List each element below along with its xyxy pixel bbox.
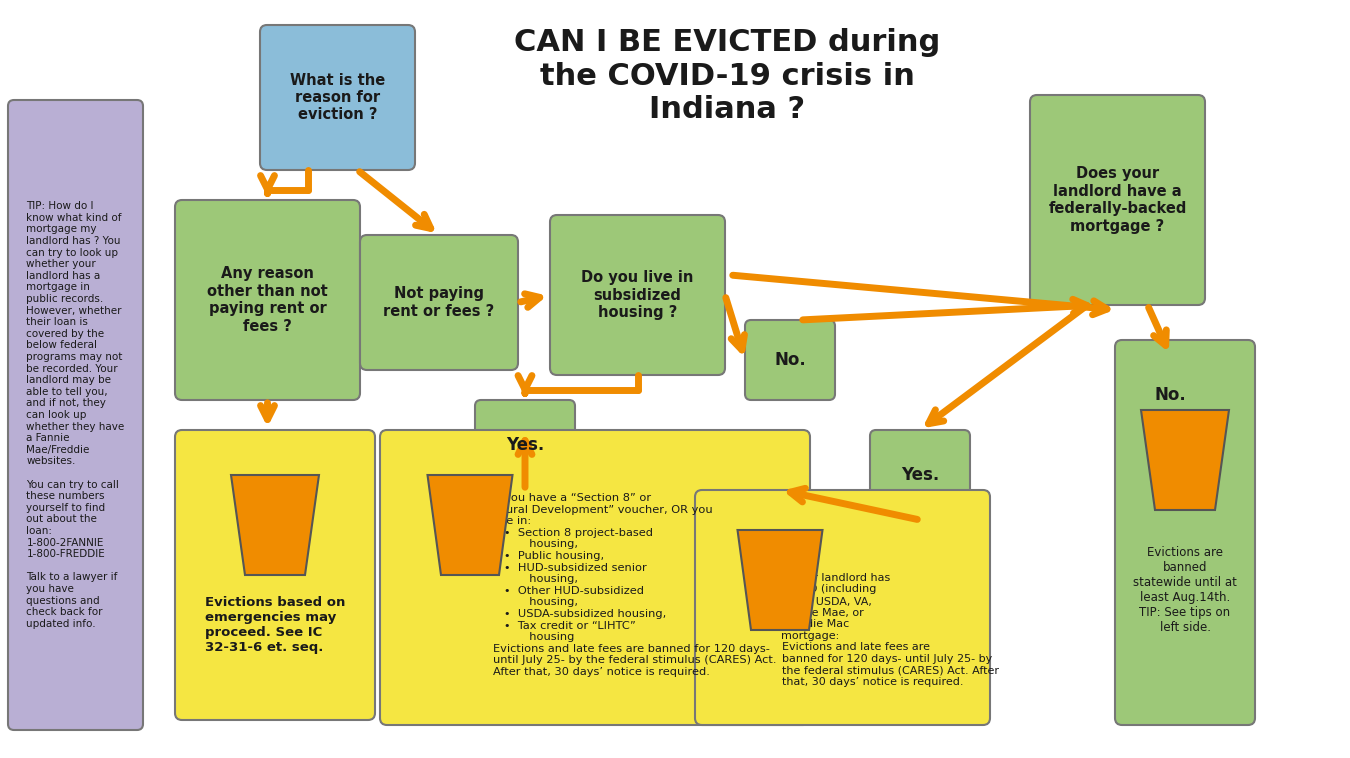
FancyBboxPatch shape — [1030, 95, 1206, 305]
FancyBboxPatch shape — [360, 235, 518, 370]
Text: No.: No. — [455, 518, 485, 533]
FancyBboxPatch shape — [176, 200, 360, 400]
FancyBboxPatch shape — [745, 320, 836, 400]
Polygon shape — [1141, 410, 1228, 510]
FancyBboxPatch shape — [176, 430, 375, 720]
Text: No.: No. — [764, 572, 795, 587]
Text: Yes.: Yes. — [900, 466, 940, 484]
Polygon shape — [737, 530, 822, 630]
Polygon shape — [231, 475, 319, 575]
FancyBboxPatch shape — [475, 400, 575, 490]
FancyBboxPatch shape — [869, 430, 971, 520]
Text: CAN I BE EVICTED during
the COVID-19 crisis in
Indiana ?: CAN I BE EVICTED during the COVID-19 cri… — [514, 28, 940, 124]
FancyBboxPatch shape — [695, 490, 990, 725]
FancyBboxPatch shape — [1125, 355, 1215, 435]
FancyBboxPatch shape — [379, 430, 810, 725]
Text: Evictions based on
emergencies may
proceed. See IC
32-31-6 et. seq.: Evictions based on emergencies may proce… — [205, 596, 346, 654]
Text: Any reason
other than not
paying rent or
fees ?: Any reason other than not paying rent or… — [207, 266, 328, 334]
Text: If you have a “Section 8” or
“Rural Development” voucher, OR you
live in:
   •  : If you have a “Section 8” or “Rural Deve… — [493, 493, 776, 677]
Text: No.: No. — [1154, 386, 1185, 404]
Text: No.: No. — [1169, 453, 1200, 468]
Text: If your landlord has
a HUD (including
FHA), USDA, VA,
Fannie Mae, or
Freddie Mac: If your landlord has a HUD (including FH… — [782, 573, 999, 688]
Text: TIP: How do I
know what kind of
mortgage my
landlord has ? You
can try to look u: TIP: How do I know what kind of mortgage… — [27, 201, 124, 629]
Text: Does your
landlord have a
federally-backed
mortgage ?: Does your landlord have a federally-back… — [1049, 167, 1187, 233]
Text: Do you live in
subsidized
housing ?: Do you live in subsidized housing ? — [582, 270, 694, 320]
Text: Evictions are
banned
statewide until at
least Aug.14th.
TIP: See tips on
left si: Evictions are banned statewide until at … — [1133, 546, 1237, 634]
Text: Maybe.: Maybe. — [243, 518, 308, 533]
Text: Yes.: Yes. — [506, 436, 544, 454]
Polygon shape — [428, 475, 513, 575]
FancyBboxPatch shape — [549, 215, 725, 375]
Text: No.: No. — [774, 351, 806, 369]
Text: Not paying
rent or fees ?: Not paying rent or fees ? — [383, 287, 494, 318]
FancyBboxPatch shape — [1115, 340, 1256, 725]
Text: What is the
reason for
eviction ?: What is the reason for eviction ? — [290, 73, 385, 122]
FancyBboxPatch shape — [8, 100, 143, 730]
FancyBboxPatch shape — [261, 25, 414, 170]
